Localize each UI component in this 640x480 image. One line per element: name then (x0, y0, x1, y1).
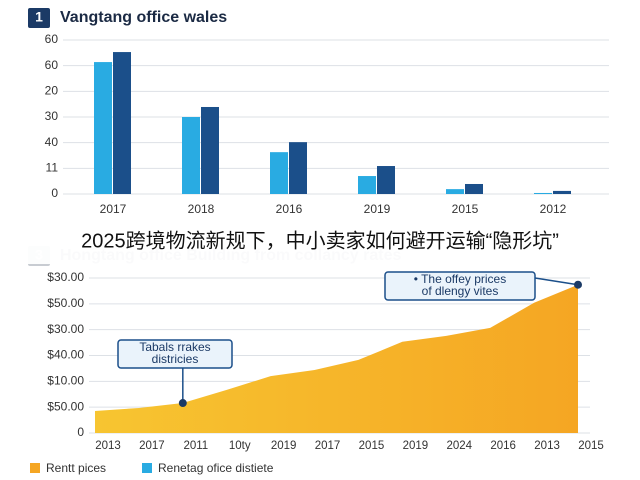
y-tick-label: $30.00 (47, 322, 84, 336)
legend-label: Renetag ofice distiete (158, 461, 274, 475)
y-tick-label: $50.00 (47, 399, 84, 413)
y-tick-label: 20 (45, 84, 59, 98)
bar (270, 152, 288, 194)
bar (465, 183, 483, 194)
annotation-box (384, 271, 536, 301)
bar (113, 52, 131, 195)
y-tick-label: 60 (45, 32, 59, 46)
legend-swatch (30, 463, 40, 473)
x-tick-label: 2015 (578, 440, 604, 452)
bar (446, 189, 464, 194)
bar (553, 190, 571, 194)
annotation-text: districies (152, 352, 199, 366)
y-tick-label: $50.00 (47, 296, 84, 310)
x-tick-label: 2013 (95, 440, 121, 452)
x-tick-label: 2017 (315, 440, 341, 452)
y-tick-label: 0 (77, 425, 84, 439)
annotation-text: Tabals rrakes (139, 340, 210, 354)
x-tick-label: 2018 (188, 202, 215, 216)
y-tick-label: 60 (45, 58, 59, 72)
x-tick-label: 2024 (446, 440, 472, 452)
x-tick-label: 2019 (403, 440, 429, 452)
bar (182, 117, 200, 194)
bar (377, 166, 395, 194)
x-tick-label: 2019 (271, 440, 297, 452)
x-tick-label: 2017 (100, 202, 127, 216)
x-tick-label: 2011 (183, 440, 208, 452)
x-tick-label: 2016 (276, 202, 303, 216)
x-tick-label: 2013 (534, 440, 560, 452)
annotation-box (117, 339, 233, 369)
legend-label: Rentt pices (46, 461, 106, 475)
bar (358, 176, 376, 194)
annotation-point (574, 280, 582, 289)
annotation-point (178, 399, 187, 408)
badge-number: 1 (35, 9, 43, 25)
y-tick-label: 11 (46, 161, 59, 175)
x-tick-label: 2017 (139, 440, 165, 452)
x-tick-label: 2015 (452, 202, 479, 216)
x-tick-label: 2016 (490, 440, 516, 452)
bar (94, 62, 112, 194)
chart-title: Vangtang office wales (60, 9, 227, 26)
bar (289, 142, 307, 194)
badge (28, 8, 50, 28)
bar (534, 192, 552, 194)
bar (201, 106, 219, 194)
y-tick-label: 30 (45, 109, 59, 123)
x-tick-label: 10ty (229, 440, 251, 452)
banner-bg (0, 218, 640, 264)
banner-text: 2025跨境物流新规下，中小卖家如何避开运输“隐形坑” (81, 229, 559, 252)
annotation-text: of dlengy vites (422, 284, 499, 298)
legend-swatch (142, 463, 152, 473)
x-tick-label: 2012 (540, 202, 567, 216)
y-tick-label: 40 (45, 135, 59, 149)
y-tick-label: 0 (51, 186, 58, 200)
x-tick-label: 2015 (359, 440, 385, 452)
annotation-pointer (534, 277, 579, 286)
y-tick-label: $40.00 (47, 348, 84, 362)
area (95, 284, 578, 433)
y-tick-label: $10.00 (47, 374, 84, 388)
y-tick-label: $30.00 (47, 270, 84, 284)
annotation-text: • The offey prices (414, 272, 506, 286)
x-tick-label: 2019 (364, 202, 391, 216)
